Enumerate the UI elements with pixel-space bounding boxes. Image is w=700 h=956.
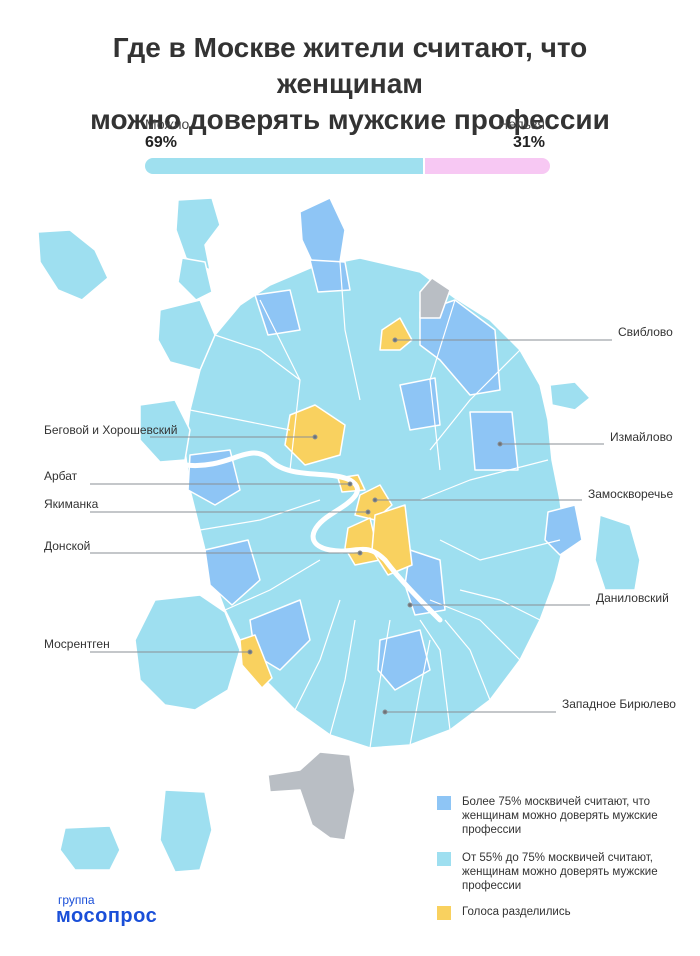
moskva-river [182,450,443,623]
district-border-10 [224,559,321,611]
district-border-16 [444,619,491,701]
callout-izmaylovo: Измайлово [610,430,673,444]
callout-arbat: Арбат [44,469,78,483]
district-border-9 [294,599,341,711]
callout-yakimanka: Якиманка [44,497,99,511]
legend-swatch-more75 [437,796,451,810]
district-border-8 [369,619,391,749]
district-border-11 [199,499,321,531]
district-novokosino [544,504,583,556]
district-north-ext [175,197,221,271]
district-sviblovo [379,317,413,351]
callout-zamoskvorechye: Замоскворечье [588,487,674,501]
title-line-1: Где в Москве жители считают, что женщина… [112,32,588,99]
district-east-ext [594,514,641,591]
district-south-mid [377,629,431,691]
district-kurkino [157,299,216,371]
district-ramenki [204,539,261,606]
callout-mosrentgen: Мосрентген [44,637,110,651]
brand-logo-line1: группа [58,893,95,907]
poll-no-label: Нельзя [498,116,545,132]
callout-dot-biryulevo [382,709,388,715]
poll-bar-no [425,158,550,174]
district-kosino [549,381,591,411]
legend-swatch-55to75 [437,852,451,866]
callout-dot-danilovsky [407,602,413,608]
district-border-14 [329,619,356,736]
district-border-4 [419,459,549,501]
legend-item-55to75: От 55% до 75% москвичей считают, женщина… [437,852,668,896]
legend-label-split: Голоса разделились [462,906,571,918]
callout-begovoy: Беговой и Хорошевский [44,423,178,437]
legend-label-more75: Более 75% москвичей считают, что женщина… [462,796,658,836]
district-babushkinsky-east [419,299,501,396]
district-ochakovo [254,289,301,336]
district-border-15 [409,639,431,746]
poll-bar [145,158,550,174]
legend-label-55to75: От 55% до 75% москвичей считают, женщина… [462,852,658,892]
callout-donskoy: Донской [44,539,91,553]
district-border-12 [189,409,291,431]
legend-swatch-split [437,906,451,920]
district-nodata-south [267,751,356,841]
district-border-6 [429,599,521,661]
district-border-13 [214,334,301,381]
callout-dot-sviblovo [392,337,398,343]
district-mosrentgen [239,634,273,689]
district-new-moscow-south [159,789,213,873]
district-border-7 [419,619,451,731]
map-title: Где в Москве жители считают, что женщина… [40,30,660,138]
callout-dot-begovoy [312,434,318,440]
district-izmaylovo [469,411,519,471]
callout-dot-donskoy [357,550,363,556]
district-border-17 [459,589,541,621]
district-molzhaninovsky [177,257,213,301]
callout-biryulevo: Западное Бирюлево [562,697,676,711]
poll-yes-label: Можно [145,116,190,132]
callout-dot-mosrentgen [247,649,253,655]
district-north-top [299,197,346,269]
district-vnukovo [59,825,121,871]
legend-item-split: Голоса разделились [437,906,668,924]
district-border-2 [429,299,456,471]
poll-bar-yes [145,158,423,174]
title-line-2: можно доверять мужские профессии [90,104,610,135]
district-nodata-north [419,277,451,319]
callout-dot-zamoskvorechye [372,497,378,503]
callout-dot-izmaylovo [497,441,503,447]
callout-dot-arbat [347,481,353,487]
district-border-5 [439,539,561,561]
district-border-1 [339,261,361,401]
callout-danilovsky: Даниловский [596,591,669,605]
legend-item-more75: Более 75% москвичей считают, что женщина… [437,796,668,840]
district-west-ext [139,399,191,463]
poll-no-value: 31% [512,134,545,151]
district-sokolniki [399,377,441,431]
district-zelenograd [37,229,109,301]
district-border-3 [429,349,521,451]
brand-logo-line2: мосопрос [56,905,158,927]
callout-dot-yakimanka [365,509,371,515]
callout-sviblovo: Свиблово [618,325,673,339]
poll-yes-value: 69% [145,134,178,151]
